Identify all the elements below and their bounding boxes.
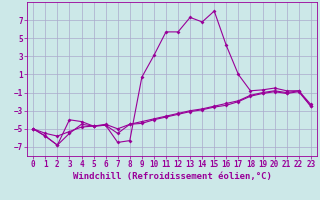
X-axis label: Windchill (Refroidissement éolien,°C): Windchill (Refroidissement éolien,°C): [73, 172, 271, 181]
